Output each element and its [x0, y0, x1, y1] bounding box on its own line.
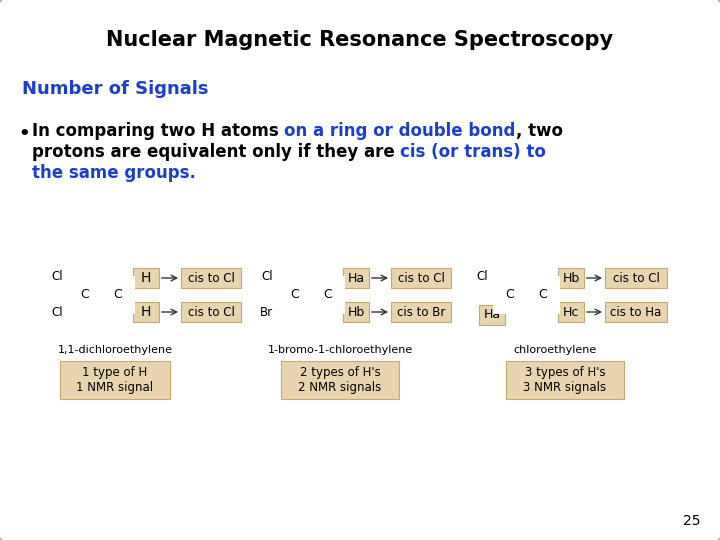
Text: cis to Cl: cis to Cl [613, 272, 660, 285]
Text: In comparing two H atoms: In comparing two H atoms [32, 122, 284, 140]
Text: Cl: Cl [261, 271, 273, 284]
Text: Cl: Cl [51, 271, 63, 284]
Text: 3 types of H's
3 NMR signals: 3 types of H's 3 NMR signals [523, 366, 606, 394]
Text: cis to Cl: cis to Cl [188, 306, 235, 319]
Text: C: C [505, 288, 514, 301]
Text: 1 type of H
1 NMR signal: 1 type of H 1 NMR signal [76, 366, 153, 394]
Text: the same groups.: the same groups. [32, 164, 196, 182]
FancyBboxPatch shape [133, 302, 159, 322]
Text: Hb: Hb [562, 272, 580, 285]
Text: C: C [539, 288, 547, 301]
Text: •: • [18, 125, 30, 143]
FancyBboxPatch shape [558, 268, 584, 288]
FancyBboxPatch shape [391, 302, 451, 322]
FancyBboxPatch shape [506, 361, 624, 399]
Text: Ha: Ha [483, 308, 500, 321]
FancyBboxPatch shape [133, 268, 159, 288]
Text: 25: 25 [683, 514, 700, 528]
Text: cis (or trans) to: cis (or trans) to [400, 143, 546, 161]
Text: protons are equivalent only if they are: protons are equivalent only if they are [32, 143, 400, 161]
FancyBboxPatch shape [181, 302, 241, 322]
Text: H: H [141, 305, 151, 319]
FancyBboxPatch shape [558, 302, 584, 322]
Text: cis to Br: cis to Br [397, 306, 445, 319]
FancyBboxPatch shape [343, 268, 369, 288]
FancyBboxPatch shape [605, 302, 667, 322]
Text: Ha: Ha [348, 272, 364, 285]
Text: Hb: Hb [347, 306, 364, 319]
Text: Cl: Cl [51, 307, 63, 320]
FancyBboxPatch shape [343, 302, 369, 322]
FancyBboxPatch shape [281, 361, 399, 399]
Text: Br: Br [260, 307, 273, 320]
Text: 2 types of H's
2 NMR signals: 2 types of H's 2 NMR signals [298, 366, 382, 394]
Text: chloroethylene: chloroethylene [513, 345, 597, 355]
Text: Number of Signals: Number of Signals [22, 80, 209, 98]
FancyBboxPatch shape [479, 305, 505, 325]
FancyBboxPatch shape [391, 268, 451, 288]
FancyBboxPatch shape [60, 361, 170, 399]
FancyBboxPatch shape [181, 268, 241, 288]
Text: Cl: Cl [477, 271, 488, 284]
Text: 1-bromo-1-chloroethylene: 1-bromo-1-chloroethylene [267, 345, 413, 355]
Text: Nuclear Magnetic Resonance Spectroscopy: Nuclear Magnetic Resonance Spectroscopy [107, 30, 613, 50]
Text: H: H [141, 271, 151, 285]
Text: cis to Ha: cis to Ha [611, 306, 662, 319]
Text: cis to Cl: cis to Cl [397, 272, 444, 285]
Text: C: C [81, 288, 89, 301]
Text: C: C [291, 288, 300, 301]
Text: 1,1-dichloroethylene: 1,1-dichloroethylene [58, 345, 173, 355]
Text: cis to Cl: cis to Cl [188, 272, 235, 285]
Text: C: C [323, 288, 333, 301]
Text: Hc: Hc [563, 306, 579, 319]
FancyBboxPatch shape [605, 268, 667, 288]
Text: , two: , two [516, 122, 563, 140]
Text: on a ring or double bond: on a ring or double bond [284, 122, 516, 140]
Text: C: C [114, 288, 122, 301]
